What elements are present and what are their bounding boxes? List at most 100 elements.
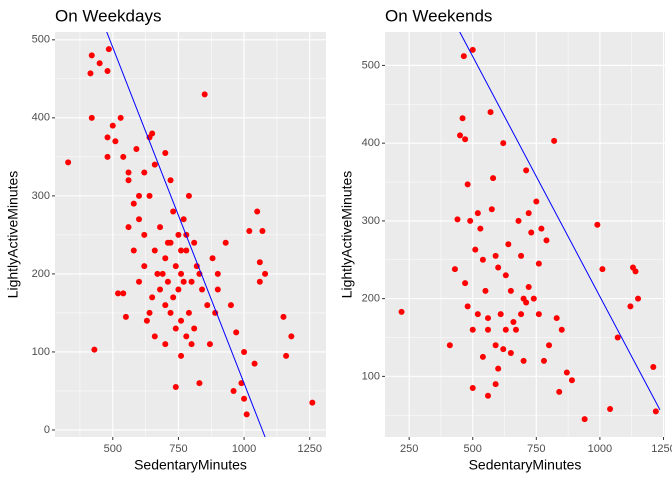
point xyxy=(469,385,476,392)
trend-line xyxy=(459,32,661,411)
point xyxy=(191,325,198,332)
point xyxy=(459,115,466,122)
point xyxy=(540,357,547,364)
point xyxy=(280,313,287,320)
point xyxy=(104,134,111,141)
point xyxy=(467,217,474,224)
point xyxy=(492,252,499,259)
point xyxy=(136,278,143,285)
point xyxy=(607,406,614,413)
point xyxy=(507,350,514,357)
point xyxy=(488,206,495,213)
point xyxy=(543,237,550,244)
point xyxy=(518,252,525,259)
point xyxy=(151,247,158,254)
point xyxy=(172,263,179,270)
point xyxy=(204,302,211,309)
point xyxy=(88,52,95,59)
point xyxy=(175,231,182,238)
point xyxy=(172,325,179,332)
point xyxy=(122,313,129,320)
point xyxy=(502,272,509,279)
point xyxy=(484,315,491,322)
point xyxy=(525,283,532,290)
point xyxy=(141,231,148,238)
point xyxy=(183,247,190,254)
point xyxy=(495,365,502,372)
point xyxy=(222,239,229,246)
plot-background xyxy=(385,32,665,437)
point xyxy=(175,286,182,293)
point xyxy=(594,221,601,228)
point xyxy=(130,200,137,207)
point xyxy=(162,255,169,262)
point xyxy=(164,278,171,285)
point xyxy=(125,169,132,176)
point xyxy=(87,70,94,77)
x-tick-label: 750 xyxy=(527,443,545,455)
point xyxy=(283,352,290,359)
x-tick-label: 1000 xyxy=(232,443,256,455)
point xyxy=(65,159,72,166)
point xyxy=(214,270,221,277)
point xyxy=(96,60,103,67)
plot-background xyxy=(55,32,326,437)
point xyxy=(451,266,458,273)
y-tick-label: 100 xyxy=(362,370,380,382)
point xyxy=(201,91,208,98)
point xyxy=(241,348,248,355)
y-tick-label: 500 xyxy=(32,34,50,46)
point xyxy=(523,167,530,174)
point xyxy=(227,302,234,309)
point xyxy=(500,346,507,353)
point xyxy=(178,317,185,324)
point xyxy=(484,392,491,399)
x-tick-label: 1250 xyxy=(297,443,321,455)
point xyxy=(256,278,263,285)
point xyxy=(162,341,169,348)
point xyxy=(650,364,657,371)
point xyxy=(146,192,153,199)
y-tick-label: 400 xyxy=(362,137,380,149)
x-tick-label: 250 xyxy=(400,443,418,455)
point xyxy=(259,227,266,234)
point xyxy=(149,294,156,301)
point xyxy=(635,295,642,302)
point xyxy=(497,311,504,318)
y-tick-label: 500 xyxy=(362,59,380,71)
point xyxy=(230,387,237,394)
point xyxy=(500,140,507,147)
point xyxy=(563,369,570,376)
y-tick-label: 100 xyxy=(32,346,50,358)
point xyxy=(154,270,161,277)
point xyxy=(209,255,216,262)
point xyxy=(599,266,606,273)
point xyxy=(479,353,486,360)
point xyxy=(136,216,143,223)
point xyxy=(472,246,479,253)
point xyxy=(109,122,116,129)
point xyxy=(462,136,469,143)
point xyxy=(581,416,588,423)
point xyxy=(256,259,263,266)
point xyxy=(652,408,659,415)
point xyxy=(178,352,185,359)
point xyxy=(178,270,185,277)
x-tick-label: 500 xyxy=(104,443,122,455)
point xyxy=(568,377,575,384)
point xyxy=(551,137,558,144)
y-axis-label: LightlyActiveMinutes xyxy=(339,171,355,299)
point xyxy=(133,146,140,153)
point xyxy=(170,208,177,215)
chart-title: On Weekdays xyxy=(55,6,161,25)
point xyxy=(464,181,471,188)
point xyxy=(515,217,522,224)
point xyxy=(528,229,535,236)
point xyxy=(627,303,634,310)
point xyxy=(159,270,166,277)
point xyxy=(172,384,179,391)
point xyxy=(199,286,206,293)
point xyxy=(556,388,563,395)
point xyxy=(477,225,484,232)
